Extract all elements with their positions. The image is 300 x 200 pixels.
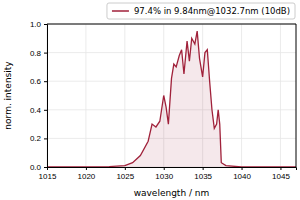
- tick: 0.2: [30, 134, 47, 143]
- tick-label: 1015: [39, 172, 57, 181]
- tick: 1025: [116, 167, 134, 181]
- chart: 1015 1020 1025 1030 1035 1040 1045 0.0 0.2 0.4 0.6…: [0, 0, 300, 200]
- frame: [47, 24, 296, 25]
- axis-line: [44, 25, 48, 168]
- tick-mark: [44, 138, 47, 139]
- tick-mark: [44, 167, 47, 168]
- line: [47, 31, 296, 167]
- x-axis-title: wavelength / nm: [134, 188, 210, 198]
- tick-label: 0.8: [30, 49, 42, 58]
- tick-label: 1020: [78, 172, 96, 181]
- grid-line: [280, 24, 281, 167]
- tick: 1020: [78, 167, 96, 181]
- tick: 1040: [233, 167, 251, 181]
- tick-label: 1030: [155, 172, 173, 181]
- tick-mark: [164, 167, 165, 170]
- grid: [47, 24, 296, 167]
- grid-line: [47, 24, 296, 25]
- tick-mark: [44, 53, 47, 54]
- tick-label: 1045: [272, 172, 290, 181]
- tick-mark: [44, 24, 47, 25]
- tick-label: 1.0: [30, 20, 42, 29]
- marks: [47, 31, 296, 167]
- tick-mark: [86, 167, 87, 170]
- tick-label: 0.0: [30, 163, 42, 172]
- tick-mark: [44, 81, 47, 82]
- tick: 1015: [39, 167, 57, 181]
- x-axis: 1015 1020 1025 1030 1035 1040 1045: [39, 167, 297, 181]
- tick: 0.4: [30, 106, 47, 115]
- tick: 0.8: [30, 49, 47, 58]
- y-axis: 0.0 0.2 0.4 0.6 0.8 1.0: [30, 20, 48, 172]
- grid-line: [241, 24, 242, 167]
- legend-swatch: [112, 10, 129, 12]
- tick: 1.0: [30, 20, 47, 29]
- tick-mark: [125, 167, 126, 170]
- tick: 1035: [194, 167, 212, 181]
- tick: 0.0: [30, 163, 47, 172]
- area: [47, 31, 296, 167]
- tick: 1030: [155, 167, 173, 181]
- axis-line: [48, 168, 297, 171]
- tick-mark: [280, 167, 281, 170]
- grid-line: [47, 52, 296, 53]
- tick-label: 1040: [233, 172, 251, 181]
- tick-mark: [203, 167, 204, 170]
- tick-label: 1035: [194, 172, 212, 181]
- tick: 0.6: [30, 77, 47, 86]
- tick-label: 1025: [116, 172, 134, 181]
- tick-label: 0.4: [30, 106, 42, 115]
- tick-mark: [44, 110, 47, 111]
- legend: 97.4% in 9.84nm@1032.7nm (10dB): [107, 3, 295, 19]
- frame: [296, 24, 297, 167]
- legend-label: 97.4% in 9.84nm@1032.7nm (10dB): [134, 6, 290, 16]
- y-axis-title: norm. intensity: [3, 61, 13, 130]
- tick: 1045: [272, 167, 290, 181]
- tick-mark: [242, 167, 243, 170]
- tick-label: 0.6: [30, 77, 42, 86]
- tick-label: 0.2: [30, 134, 42, 143]
- plot: 1015 1020 1025 1030 1035 1040 1045 0.0 0.2 0.4 0.6…: [30, 20, 297, 181]
- grid-line: [85, 24, 86, 167]
- legend-box: [107, 3, 295, 19]
- grid-line: [124, 24, 125, 167]
